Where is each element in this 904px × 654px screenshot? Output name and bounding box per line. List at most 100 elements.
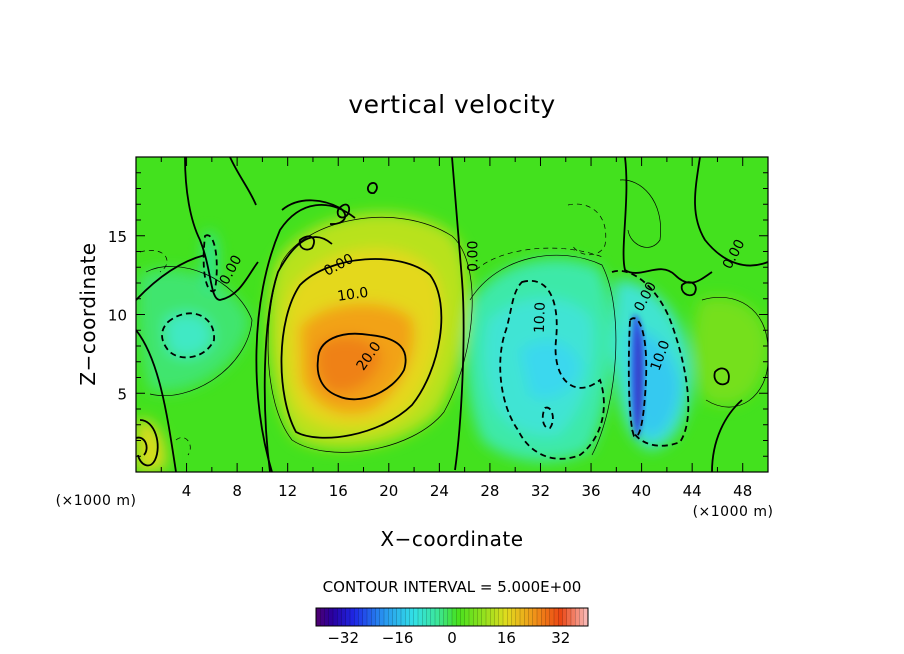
colorbar-swatch: [524, 608, 529, 626]
colorbar-swatch: [575, 608, 580, 626]
contour-lines-thin: [145, 179, 768, 456]
y-tick-label: 15: [108, 228, 127, 246]
colorbar-swatch: [435, 608, 440, 626]
x-tick-label: 32: [531, 482, 550, 500]
colorbar-swatch: [545, 608, 551, 626]
colorbar-swatch: [345, 608, 351, 626]
colorbar-frame: [315, 607, 589, 627]
colorbar-swatch: [571, 608, 576, 626]
colorbar-swatch: [541, 608, 546, 626]
colorbar-swatch: [460, 608, 466, 626]
colorbar-swatch: [583, 608, 589, 626]
y-tick-label: 10: [108, 307, 127, 325]
x-tick-label: 20: [379, 482, 398, 500]
colorbar-swatch: [350, 608, 355, 626]
colorbar-swatch: [362, 608, 368, 626]
colorbar-swatch: [447, 608, 453, 626]
colorbar-swatch: [464, 608, 470, 626]
colorbar-swatch: [320, 608, 325, 626]
colorbar-swatch: [554, 608, 559, 626]
colorbar-swatch: [379, 608, 385, 626]
colorbar-swatch: [503, 608, 508, 626]
x-axis-unit: (×1000 m): [693, 504, 774, 520]
colorbar-swatch: [439, 608, 444, 626]
chart-title: vertical velocity: [348, 90, 555, 119]
x-tick-label: 12: [278, 482, 297, 500]
colorbar-swatch: [494, 608, 500, 626]
colorbar-swatch: [409, 608, 415, 626]
colorbar-swatch: [354, 608, 359, 626]
colorbar-swatch: [430, 608, 436, 626]
y-axis-label: Z−coordinate: [76, 242, 100, 385]
colorbar-swatch: [579, 608, 585, 626]
contour-lines-dashed: [161, 234, 690, 460]
colorbar-swatch: [473, 608, 478, 626]
x-tick-label: 28: [480, 482, 499, 500]
y-tick-labels: 5 10 15: [108, 228, 127, 404]
x-tick-label: 36: [581, 482, 600, 500]
colorbar-swatch: [392, 608, 398, 626]
colorbar-swatch: [486, 608, 491, 626]
colorbar-swatch: [358, 608, 364, 626]
colorbar-swatch: [549, 608, 555, 626]
field-fill: [136, 212, 768, 472]
colorbar-swatch: [511, 608, 517, 626]
colorbar: [315, 607, 589, 627]
colorbar-swatch: [405, 608, 410, 626]
colorbar-swatch: [328, 608, 334, 626]
colorbar-swatch: [515, 608, 521, 626]
colorbar-swatch: [537, 608, 542, 626]
colorbar-swatch: [532, 608, 538, 626]
colorbar-swatch: [520, 608, 525, 626]
x-tick-label: 8: [232, 482, 242, 500]
colorbar-swatch: [324, 608, 330, 626]
colorbar-swatch: [481, 608, 487, 626]
colorbar-swatch: [333, 608, 338, 626]
colorbar-swatch: [456, 608, 461, 626]
colorbar-swatch: [469, 608, 474, 626]
colorbar-swatch: [401, 608, 406, 626]
downdraft-core: [631, 314, 645, 439]
colorbar-swatch: [558, 608, 563, 626]
colorbar-tick-label: −16: [382, 629, 414, 647]
colorbar-swatch: [507, 608, 512, 626]
y-axis-unit: (×1000 m): [56, 493, 137, 509]
colorbar-swatch: [528, 608, 534, 626]
colorbar-swatch: [341, 608, 347, 626]
colorbar-swatch: [477, 608, 483, 626]
colorbar-swatch: [384, 608, 389, 626]
colorbar-swatch: [426, 608, 432, 626]
contour-label: 0.00: [465, 241, 481, 272]
colorbar-swatch: [418, 608, 423, 626]
x-tick-label: 40: [632, 482, 651, 500]
contour-lines-solid: [136, 157, 768, 472]
contour-interval-label: CONTOUR INTERVAL = 5.000E+00: [323, 578, 582, 596]
contour-lines-dashed-thin: [139, 203, 607, 456]
x-tick-label: 24: [430, 482, 449, 500]
colorbar-swatch: [413, 608, 419, 626]
x-tick-label: 44: [683, 482, 702, 500]
colorbar-swatch: [316, 608, 321, 626]
contour-label: 10.0: [532, 302, 549, 334]
y-tick-label: 5: [117, 385, 127, 403]
colorbar-tick-label: 16: [497, 629, 516, 647]
colorbar-swatch: [562, 608, 568, 626]
colorbar-swatch: [443, 608, 449, 626]
colorbar-swatch: [367, 608, 372, 626]
colorbar-swatch: [498, 608, 504, 626]
colorbar-swatch: [371, 608, 376, 626]
x-tick-labels: 4 8 12 16 20 24 28 32 36 40 44 48: [182, 482, 752, 500]
colorbar-swatch: [422, 608, 427, 626]
x-tick-label: 16: [329, 482, 348, 500]
colorbar-tick-label: −32: [327, 629, 359, 647]
x-tick-label: 4: [182, 482, 192, 500]
colorbar-swatch: [337, 608, 342, 626]
contour-label: 10.0: [336, 285, 369, 305]
colorbar-tick-label: 0: [447, 629, 457, 647]
tick-marks: [136, 157, 768, 472]
colorbar-swatch: [490, 608, 495, 626]
x-axis-label: X−coordinate: [380, 527, 523, 551]
colorbar-labels: −32 −16 0 16 32: [327, 629, 570, 647]
colorbar-swatch: [396, 608, 402, 626]
